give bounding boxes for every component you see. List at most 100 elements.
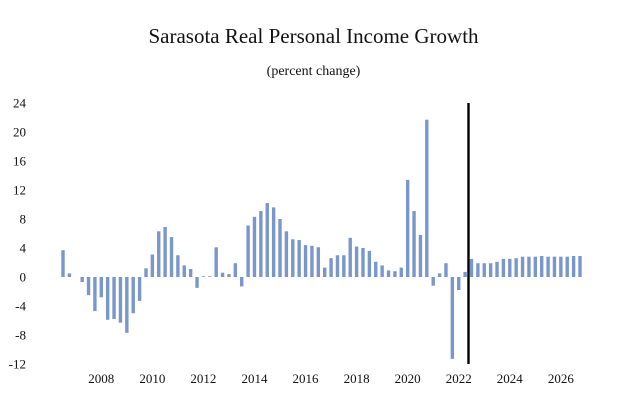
y-tick-label: 24	[13, 96, 27, 111]
bar	[176, 255, 180, 277]
bar	[284, 231, 289, 277]
bar	[201, 276, 206, 277]
y-axis: 24 20 16 12 8 4 0 -4 -8 -12	[9, 96, 27, 372]
bar	[520, 256, 525, 277]
bar	[99, 277, 103, 298]
bar	[227, 274, 231, 277]
bar	[374, 261, 378, 277]
bar	[278, 219, 282, 277]
bar	[105, 277, 110, 320]
x-tick-label: 2024	[497, 371, 524, 386]
bar	[412, 211, 416, 277]
bar	[476, 263, 480, 277]
bar	[125, 277, 129, 333]
bar	[112, 277, 116, 320]
bar	[246, 225, 250, 277]
x-axis: 2008 2010 2012 2014 2016 2018 2020 2022 2024 2026	[88, 371, 574, 386]
bar	[195, 277, 199, 288]
bar	[240, 277, 244, 287]
bar	[469, 258, 474, 278]
bar	[393, 271, 397, 277]
bar	[329, 258, 333, 277]
bar	[559, 256, 563, 277]
bar	[457, 277, 461, 291]
x-tick-label: 2008	[88, 371, 114, 386]
bar	[208, 276, 212, 277]
bar	[297, 240, 301, 277]
bar	[137, 277, 142, 301]
bar	[163, 226, 167, 277]
y-tick-label: -12	[9, 357, 26, 372]
bar	[259, 211, 263, 277]
bar	[450, 277, 455, 359]
bar	[86, 277, 91, 296]
bar	[322, 267, 327, 277]
x-tick-label: 2016	[293, 371, 320, 386]
bar	[571, 255, 576, 277]
bar	[482, 263, 486, 277]
x-tick-label: 2018	[344, 371, 370, 386]
bar	[80, 277, 84, 283]
bar	[418, 234, 423, 277]
x-tick-label: 2022	[446, 371, 472, 386]
bar	[342, 255, 346, 277]
bar-series	[61, 119, 582, 359]
bar	[214, 247, 218, 277]
y-tick-label: 16	[13, 154, 27, 169]
bar	[565, 256, 569, 277]
bar	[303, 245, 308, 277]
bar	[271, 207, 276, 277]
bar	[437, 273, 442, 278]
bar	[514, 258, 518, 277]
bar	[265, 203, 269, 277]
bar	[527, 256, 531, 277]
x-tick-label: 2014	[241, 371, 268, 386]
bar	[552, 256, 557, 277]
bar	[169, 237, 174, 278]
bar	[508, 258, 512, 278]
x-tick-label: 2026	[548, 371, 575, 386]
y-tick-label: 0	[20, 270, 27, 285]
bar	[188, 269, 193, 277]
bar	[546, 256, 550, 277]
x-tick-label: 2020	[395, 371, 421, 386]
y-tick-label: -4	[15, 299, 26, 314]
bar	[380, 265, 384, 277]
x-tick-label: 2010	[139, 371, 165, 386]
bar	[495, 261, 499, 277]
bar	[157, 231, 161, 277]
y-tick-label: 8	[20, 212, 27, 227]
bar	[220, 272, 225, 277]
bar	[354, 246, 359, 277]
bar	[144, 268, 148, 277]
y-tick-label: 12	[13, 183, 26, 198]
bar	[67, 273, 72, 278]
bar	[348, 237, 352, 277]
bar	[444, 263, 448, 277]
bar	[335, 255, 340, 277]
bar	[386, 270, 391, 277]
bar	[488, 263, 493, 277]
bar	[463, 271, 467, 277]
bar	[182, 265, 186, 277]
bar	[233, 263, 238, 277]
bar	[501, 258, 506, 278]
y-tick-label: 20	[13, 125, 26, 140]
bar	[399, 267, 403, 277]
y-tick-label: -8	[15, 328, 26, 343]
bar	[291, 239, 295, 277]
bar	[61, 250, 65, 277]
bar	[367, 250, 372, 277]
bar	[310, 245, 314, 277]
x-tick-label: 2012	[190, 371, 216, 386]
bar	[361, 248, 365, 277]
bar	[533, 256, 538, 277]
bar	[150, 254, 155, 277]
bar	[405, 179, 410, 277]
y-tick-label: 4	[20, 241, 27, 256]
bar	[540, 255, 544, 277]
bar	[578, 255, 582, 277]
bar	[118, 277, 123, 323]
bar	[252, 216, 257, 277]
